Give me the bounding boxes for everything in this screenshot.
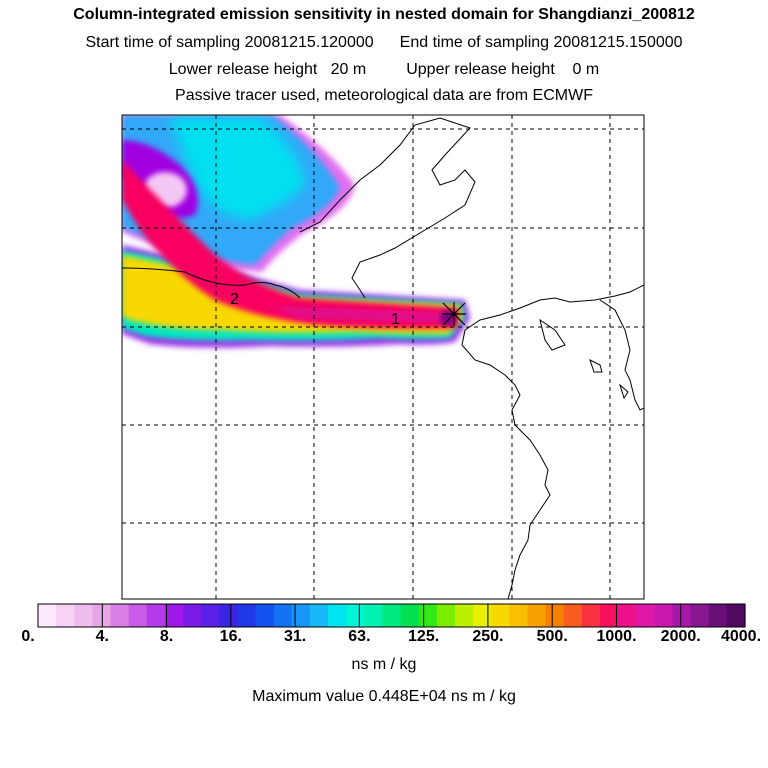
map-frame	[121, 114, 645, 600]
colorbar-swatch	[527, 604, 547, 627]
plume-north-cyan-bright	[170, 118, 305, 220]
colorbar-swatch	[672, 604, 692, 627]
receptor-marker	[442, 302, 466, 326]
colorbar-swatch	[328, 604, 347, 627]
colorbar-swatch	[545, 604, 565, 627]
end-time: End time of sampling 20081215.150000	[399, 34, 683, 51]
colorbar-swatch	[237, 604, 257, 627]
tracer-note: Passive tracer used, meteorological data…	[175, 87, 593, 104]
coastlines	[122, 117, 644, 599]
colorbar-swatch	[74, 604, 93, 627]
coastline-north	[299, 117, 476, 299]
colorbar-tick-label: 250.	[472, 628, 504, 645]
coastline-east	[461, 329, 551, 599]
trajectory-marker-1: 1	[391, 311, 400, 328]
colorbar-swatch	[563, 604, 583, 627]
colorbar-swatch	[128, 604, 148, 627]
colorbar-swatch	[38, 604, 57, 627]
trajectory-marker-2: 2	[230, 291, 239, 308]
colorbar-swatch	[110, 604, 130, 627]
lat-lon-grid	[122, 115, 644, 599]
colorbar-swatch	[581, 604, 601, 627]
colorbar-swatch	[201, 604, 220, 627]
colorbar-tick-label: 16.	[219, 628, 242, 645]
sampling-times: Start time of sampling 20081215.120000 En…	[0, 34, 768, 52]
colorbar-swatch	[291, 604, 311, 627]
colorbar-swatch	[618, 604, 637, 627]
colorbar-tick-label: 4.	[95, 628, 109, 645]
colorbar-swatch	[418, 604, 438, 627]
colorbar-swatch	[219, 604, 239, 627]
colorbar-swatch	[309, 604, 329, 627]
colorbar-swatch	[599, 604, 619, 627]
colorbar-tick-label: 1000.	[596, 628, 637, 645]
colorbar-tick-label: 31.	[283, 628, 307, 645]
colorbar-swatch	[491, 604, 510, 627]
colorbar-swatch	[636, 604, 655, 627]
colorbar-swatch	[654, 604, 674, 627]
colorbar-swatch	[364, 604, 384, 627]
border-line	[122, 267, 301, 299]
maximum-value: Maximum value 0.448E+04 ns m / kg	[252, 688, 516, 705]
peninsula-outline	[599, 299, 644, 411]
colorbar-swatches	[38, 604, 746, 627]
colorbar-dividers	[101, 604, 682, 627]
plot-title: Column-integrated emission sensitivity i…	[73, 6, 695, 23]
colorbar-swatch	[273, 604, 293, 627]
island-2	[619, 383, 629, 400]
colorbar-tick-label: 4000.	[720, 628, 762, 645]
colorbar-swatch	[146, 604, 166, 627]
colorbar-swatch	[56, 604, 75, 627]
colorbar-swatch	[454, 604, 474, 627]
colorbar-tick-label: 63.	[348, 628, 371, 645]
colorbar-units: ns m / kg	[351, 656, 417, 673]
colorbar-swatch	[726, 604, 746, 627]
coastline-bay	[539, 318, 566, 351]
colorbar-swatch	[708, 604, 728, 627]
plume-field	[122, 115, 470, 348]
coastline-northeast	[464, 284, 644, 331]
colorbar-swatch	[436, 604, 456, 627]
plume-core-inner	[270, 306, 455, 323]
colorbar-swatch	[690, 604, 710, 627]
colorbar-tick-label: 125.	[408, 628, 440, 645]
colorbar-swatch	[509, 604, 529, 627]
colorbar-frame	[37, 603, 746, 628]
colorbar-swatch	[183, 604, 202, 627]
upper-release-height: Upper release height 0 m	[406, 61, 600, 78]
release-heights: Lower release height 20 m Upper release h…	[0, 61, 768, 79]
lower-release-height: Lower release height 20 m	[168, 61, 367, 78]
colorbar-tick-label: 8.	[159, 628, 174, 645]
colorbar-swatch	[400, 604, 420, 627]
colorbar-swatch	[164, 604, 184, 627]
colorbar-swatch	[92, 604, 112, 627]
colorbar-tick-label: 500.	[536, 628, 568, 645]
colorbar-tick-label: 0.	[21, 628, 35, 645]
colorbar-swatch	[382, 604, 402, 627]
colorbar-swatch	[346, 604, 365, 627]
colorbar-swatch	[473, 604, 492, 627]
plume-core	[122, 160, 458, 329]
colorbar-swatch	[255, 604, 275, 627]
island-1	[589, 359, 603, 373]
colorbar-tick-label: 2000.	[660, 628, 701, 645]
start-time: Start time of sampling 20081215.120000	[85, 34, 374, 51]
